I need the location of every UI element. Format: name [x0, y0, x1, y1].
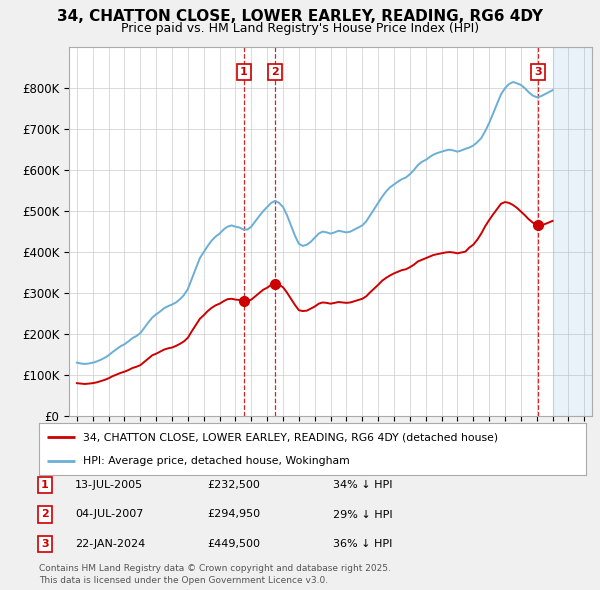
- Text: 2: 2: [41, 510, 49, 519]
- Bar: [553, 47, 592, 416]
- Text: 1: 1: [41, 480, 49, 490]
- Text: 36% ↓ HPI: 36% ↓ HPI: [333, 539, 392, 549]
- Text: 1: 1: [240, 67, 248, 77]
- Text: 3: 3: [534, 67, 541, 77]
- Text: £449,500: £449,500: [207, 539, 260, 549]
- Text: HPI: Average price, detached house, Wokingham: HPI: Average price, detached house, Woki…: [83, 456, 350, 466]
- Text: 13-JUL-2005: 13-JUL-2005: [75, 480, 143, 490]
- Text: £232,500: £232,500: [207, 480, 260, 490]
- Text: 29% ↓ HPI: 29% ↓ HPI: [333, 510, 392, 519]
- Text: 34% ↓ HPI: 34% ↓ HPI: [333, 480, 392, 490]
- Text: 2: 2: [271, 67, 279, 77]
- Text: 34, CHATTON CLOSE, LOWER EARLEY, READING, RG6 4DY (detached house): 34, CHATTON CLOSE, LOWER EARLEY, READING…: [83, 432, 498, 442]
- Text: 22-JAN-2024: 22-JAN-2024: [75, 539, 145, 549]
- Text: Price paid vs. HM Land Registry's House Price Index (HPI): Price paid vs. HM Land Registry's House …: [121, 22, 479, 35]
- Text: 3: 3: [41, 539, 49, 549]
- Text: 04-JUL-2007: 04-JUL-2007: [75, 510, 143, 519]
- Text: 34, CHATTON CLOSE, LOWER EARLEY, READING, RG6 4DY: 34, CHATTON CLOSE, LOWER EARLEY, READING…: [57, 9, 543, 24]
- Text: £294,950: £294,950: [207, 510, 260, 519]
- Text: Contains HM Land Registry data © Crown copyright and database right 2025.
This d: Contains HM Land Registry data © Crown c…: [39, 565, 391, 585]
